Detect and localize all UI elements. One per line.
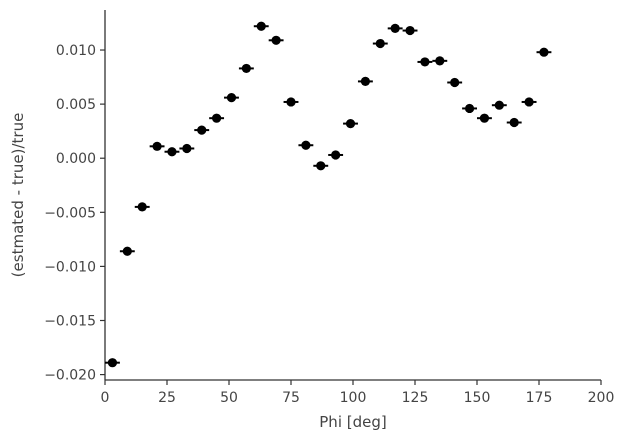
data-point xyxy=(479,113,490,123)
x-tick-label: 175 xyxy=(526,390,553,406)
x-tick-label: 150 xyxy=(464,390,491,406)
y-tick-label: −0.005 xyxy=(44,205,96,221)
data-point xyxy=(137,202,147,212)
x-tick-label: 50 xyxy=(220,390,238,406)
data-point xyxy=(241,63,251,74)
x-axis-label: Phi [deg] xyxy=(319,413,386,431)
y-tick-label: 0.000 xyxy=(56,151,96,167)
y-tick-label: −0.020 xyxy=(44,368,96,384)
data-point xyxy=(197,125,207,135)
x-tick-label: 200 xyxy=(588,390,615,406)
data-point xyxy=(539,47,549,57)
data-point xyxy=(375,38,385,49)
y-tick-label: 0.005 xyxy=(56,97,96,113)
y-tick-label: −0.015 xyxy=(44,313,96,329)
x-axis-ticks: 0 25 50 75 100 125 150 175 200 xyxy=(101,380,615,406)
data-point xyxy=(212,113,222,123)
data-point xyxy=(286,97,296,107)
x-tick-label: 0 xyxy=(101,390,110,406)
data-point xyxy=(390,23,400,33)
data-point xyxy=(509,117,519,128)
data-point xyxy=(435,56,445,66)
y-axis-ticks: −0.020 −0.015 −0.010 −0.005 0.000 0.005 0.010 xyxy=(44,43,105,384)
data-point xyxy=(271,35,281,45)
data-point xyxy=(226,93,237,103)
y-axis-label: (estmated - true)/true xyxy=(9,113,27,278)
y-tick-label: 0.010 xyxy=(56,43,96,59)
data-point xyxy=(152,141,162,151)
data-point xyxy=(360,76,370,87)
data-point xyxy=(420,57,430,67)
data-points xyxy=(105,21,552,368)
data-point xyxy=(167,147,177,157)
data-point xyxy=(405,25,415,36)
data-point xyxy=(316,161,326,171)
data-point xyxy=(256,21,266,31)
data-point xyxy=(182,143,192,154)
x-tick-label: 25 xyxy=(158,390,176,406)
data-point xyxy=(301,140,311,150)
y-tick-label: −0.010 xyxy=(44,259,96,275)
data-point xyxy=(494,100,504,110)
data-point xyxy=(524,97,534,107)
data-point xyxy=(107,358,118,368)
data-point xyxy=(464,103,475,114)
data-point xyxy=(450,77,460,88)
data-point xyxy=(345,118,356,129)
x-tick-label: 100 xyxy=(340,390,367,406)
data-point xyxy=(331,150,341,160)
data-point xyxy=(122,246,132,256)
x-tick-label: 125 xyxy=(402,390,429,406)
x-tick-label: 75 xyxy=(282,390,300,406)
